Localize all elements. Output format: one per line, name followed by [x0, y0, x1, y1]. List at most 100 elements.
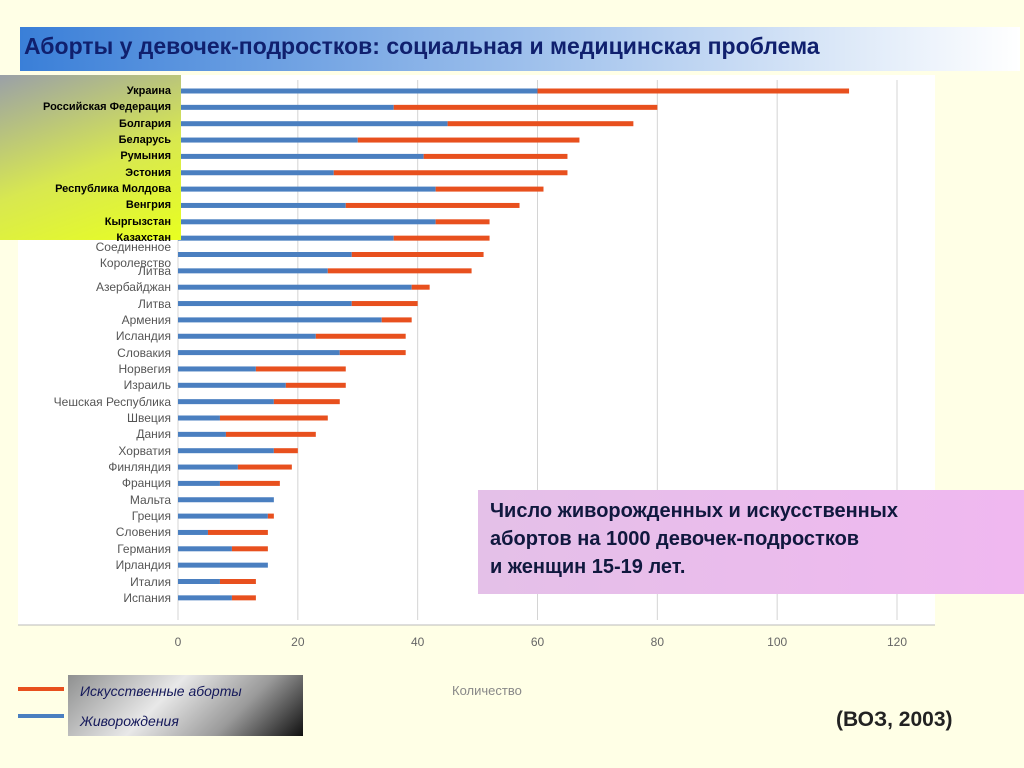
bar-segment [178, 595, 232, 601]
y-tick-label: Мальта [129, 492, 171, 507]
bar-segment [237, 464, 292, 470]
bar-segment [231, 595, 256, 601]
bar-segment [435, 186, 544, 192]
y-tick-label: Швеция [127, 411, 171, 425]
bar-segment [447, 121, 634, 127]
bar-segment [219, 480, 280, 486]
y-tick-label: Литва [138, 296, 171, 311]
bar-segment [178, 350, 340, 356]
bar-segment [178, 399, 274, 405]
bar-segment [178, 366, 256, 372]
bar-segment [178, 284, 412, 290]
y-tick-label: Литва [138, 263, 171, 278]
bar-segment [381, 317, 412, 323]
bar-segment [178, 202, 346, 208]
bar-segment [225, 431, 316, 437]
bar-segment [178, 480, 220, 486]
bar-segment [393, 104, 658, 110]
bar-segment [178, 317, 382, 323]
bar-segment [267, 513, 274, 519]
y-tick-label: Германия [117, 541, 171, 556]
bar-segment [273, 399, 340, 405]
x-tick-label: 120 [887, 635, 907, 649]
x-tick-label: 0 [175, 635, 182, 649]
x-tick-label: 60 [531, 635, 545, 649]
bar-segment [351, 252, 484, 257]
bar-segment [285, 382, 346, 388]
title-bar: Аборты у девочек-подростков: социальная … [20, 27, 1020, 71]
y-tick-label: Исландия [115, 329, 171, 344]
y-tick-label: Венгрия [125, 199, 171, 212]
note-box: Число живорожденных и искусственных абор… [478, 490, 1024, 594]
y-tick-label: Ирландия [115, 558, 171, 573]
bar-segment [219, 415, 328, 421]
chart-title: Аборты у девочек-подростков: социальная … [24, 33, 820, 59]
y-tick-label: Кыргызстан [104, 215, 171, 228]
y-tick-label: Дания [136, 427, 171, 442]
bar-segment [178, 333, 316, 339]
y-tick-label: Азербайджан [95, 280, 171, 295]
bar-segment [178, 170, 334, 176]
y-tick-label: Армения [121, 312, 171, 327]
y-tick-label: Израиль [123, 378, 171, 393]
bar-segment [178, 382, 286, 388]
bar-segment [178, 529, 208, 535]
y-tick-label: Словения [115, 525, 171, 540]
bar-segment [178, 104, 394, 110]
bar-segment [339, 350, 406, 356]
y-tick-label: Румыния [120, 150, 171, 163]
legend: Искусственные аборты Живорождения [68, 675, 303, 736]
bar-segment [178, 546, 232, 552]
bar-segment [273, 448, 298, 454]
bar-segment [178, 431, 226, 437]
bar-segment [178, 513, 268, 519]
x-tick-label: 20 [291, 635, 305, 649]
bar-segment [351, 301, 418, 307]
source: (ВОЗ, 2003) [836, 708, 953, 731]
bar-segment [357, 137, 580, 143]
bar-segment [255, 366, 346, 372]
bar-segment [423, 153, 568, 159]
bar-segment [178, 301, 352, 307]
bar-segment [178, 219, 436, 225]
x-tick-label: 100 [767, 635, 787, 649]
bar-segment [178, 137, 358, 143]
bar-segment [219, 579, 256, 584]
bar-segment [345, 202, 520, 208]
bar-segment [393, 235, 490, 241]
bar-segment [315, 333, 406, 339]
bar-segment [178, 579, 220, 584]
legend-label: Искусственные аборты [80, 683, 242, 699]
y-tick-label: Казахстан [116, 232, 171, 245]
y-tick-label: Франция [121, 476, 171, 491]
y-tick-label: Финляндия [108, 460, 171, 475]
legend-label: Живорождения [80, 713, 179, 729]
x-axis-label: Количество [452, 683, 522, 698]
bar-segment [333, 170, 568, 176]
bar-segment [178, 121, 448, 127]
y-tick-label: Норвегия [118, 361, 171, 376]
bar-segment [327, 268, 472, 274]
y-tick-label: Эстония [125, 166, 171, 179]
y-tick-label: Италия [130, 574, 171, 589]
bar-segment [411, 284, 430, 290]
x-tick-label: 40 [411, 635, 425, 649]
note-line: и женщин 15-19 лет. [490, 556, 686, 578]
bar-segment [178, 415, 220, 421]
bar-segment [178, 252, 352, 257]
bar-segment [178, 153, 424, 159]
note-line: Число живорожденных и искусственных [490, 500, 898, 522]
y-tick-label: Словакия [117, 345, 171, 360]
bar-segment [178, 235, 394, 241]
bar-segment [231, 546, 268, 552]
bar-segment [178, 88, 538, 94]
y-tick-label: Чешская Республика [53, 394, 171, 409]
y-tick-label: Испания [123, 590, 171, 605]
highlight-panel [0, 75, 181, 240]
bar-segment [178, 268, 328, 274]
y-tick-label: Греция [131, 509, 171, 524]
y-tick-label: Хорватия [118, 443, 171, 458]
bar-segment [178, 448, 274, 454]
y-tick-label: Беларусь [118, 134, 171, 147]
x-tick-label: 80 [651, 635, 665, 649]
